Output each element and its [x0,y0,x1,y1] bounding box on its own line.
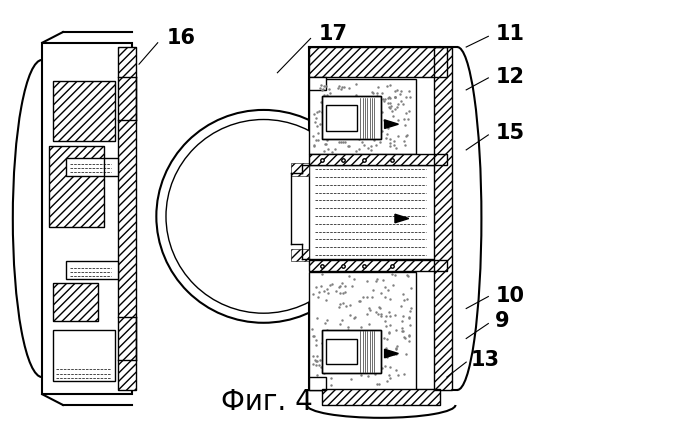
Text: 15: 15 [496,123,524,143]
Text: 10: 10 [496,286,524,305]
Bar [52,283,97,321]
Bar [326,105,357,131]
Bar [52,81,115,141]
Text: 12: 12 [496,67,524,87]
Bar [52,283,97,321]
Bar [309,260,447,271]
Text: 13: 13 [471,350,500,370]
Bar [42,43,132,394]
Bar [435,47,452,390]
Bar [309,154,447,165]
Bar [309,260,447,271]
Bar [66,261,118,278]
Text: 9: 9 [496,312,510,331]
Text: 17: 17 [319,24,348,44]
Bar [309,272,416,390]
Bar [309,377,326,390]
Bar [52,330,115,382]
Ellipse shape [166,119,361,313]
Text: Фиг. 4: Фиг. 4 [221,388,313,416]
Bar [322,388,440,405]
Bar [309,79,416,154]
Bar [322,330,381,373]
Bar [322,96,381,139]
Text: 11: 11 [496,24,524,44]
Bar [322,96,381,139]
Bar [309,77,326,90]
Bar [309,47,447,77]
Bar [309,154,447,165]
Bar [309,165,447,259]
Bar [435,47,452,390]
Bar [326,339,357,364]
Bar [309,47,447,77]
Bar [49,146,104,227]
Bar [46,47,129,390]
Polygon shape [395,214,409,223]
Ellipse shape [156,110,371,323]
Bar [118,47,136,390]
Bar [322,330,381,373]
Polygon shape [384,349,398,358]
Bar [291,163,309,176]
Bar [291,249,309,261]
Bar [322,388,440,405]
Polygon shape [384,120,398,128]
Bar [52,81,115,141]
Bar [118,47,136,390]
Bar [66,159,118,176]
Text: 16: 16 [167,28,196,49]
Bar [49,146,104,227]
